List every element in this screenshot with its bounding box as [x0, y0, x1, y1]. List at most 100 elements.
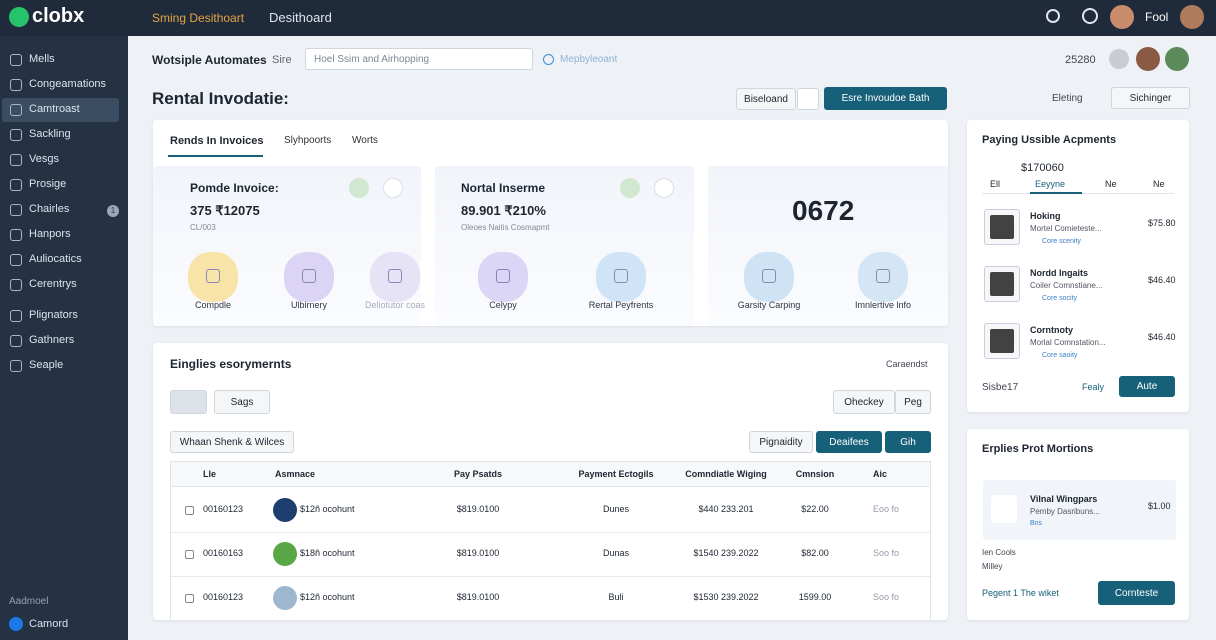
table-button[interactable]: Peg: [895, 390, 931, 414]
sidebar-item[interactable]: Hanpors: [29, 228, 71, 240]
phone-button[interactable]: [797, 88, 819, 110]
tab[interactable]: Sming Desithoart: [152, 11, 245, 25]
sidebar-icon: [10, 204, 22, 216]
sidebar-icon: [10, 229, 22, 241]
link-icon: [543, 54, 554, 65]
payment-desc: Coiler Comnstiane...: [1030, 281, 1103, 290]
summary-tab[interactable]: Slyhpoorts: [284, 135, 332, 146]
row-checkbox[interactable]: [185, 550, 194, 559]
search-placeholder: Hoel Ssim and Airhopping: [314, 54, 430, 65]
table-action[interactable]: Gih: [885, 431, 931, 453]
payments-tab[interactable]: Eeyyne: [1035, 179, 1066, 189]
panel-item: Compdle: [194, 300, 232, 310]
primary-button[interactable]: Esre Invoudoe Bath: [824, 87, 947, 110]
status-icon[interactable]: [1082, 8, 1098, 24]
sidebar-icon: [10, 310, 22, 322]
sidebar-icon: [10, 104, 22, 116]
table-cell: Soo fo: [873, 592, 900, 602]
table-cell: $12ñ ocohunt: [300, 504, 355, 514]
table-header-cell: Lle: [203, 469, 217, 479]
table-cell: 00160163: [203, 548, 244, 558]
sidebar-account[interactable]: Camord: [29, 618, 69, 630]
table-button[interactable]: Sags: [214, 390, 270, 414]
payment-icon-glyph: [990, 329, 1014, 353]
right-button-label: Sichinger: [1129, 92, 1172, 104]
promotion-name: Vilnal Wingpars: [1030, 494, 1098, 504]
panel-item: Imnlertive lnfo: [854, 300, 912, 310]
sidebar-icon: [10, 254, 22, 266]
sidebar-item[interactable]: Congeamations: [29, 78, 107, 90]
summary-tab[interactable]: Rends In Invoices: [170, 135, 264, 147]
panel-blob: [188, 252, 238, 302]
panel-item: Celypy: [489, 300, 517, 310]
sidebar-item[interactable]: Vesgs: [29, 153, 59, 165]
payments-tab[interactable]: Ne: [1105, 179, 1117, 189]
sidebar-item[interactable]: Chairles: [29, 203, 70, 215]
sidebar-item[interactable]: Gathners: [29, 334, 75, 346]
table-cell: $819.0100: [456, 548, 500, 558]
promotions-title: Erplies Prot Mortions: [982, 443, 1094, 455]
row-checkbox[interactable]: [185, 506, 194, 515]
table: [170, 461, 931, 620]
panel-item: Rertal Peyfrents: [588, 300, 654, 310]
payments-tab[interactable]: Ne: [1153, 179, 1165, 189]
payments-tab[interactable]: Ell: [990, 179, 1001, 189]
avatar: [1165, 47, 1189, 71]
filter-button[interactable]: Whaan Shenk & Wilces: [170, 431, 294, 453]
payments-link[interactable]: Fealy: [1082, 382, 1105, 392]
promotions-button[interactable]: Cornteste: [1098, 581, 1175, 605]
sidebar-item[interactable]: Plignators: [29, 309, 78, 321]
panel-icon: [620, 178, 640, 198]
table-cell: $82.00: [801, 548, 829, 558]
payment-amount: $75.80: [1148, 218, 1176, 228]
table-cell: $1540 239.2022: [693, 548, 759, 558]
sidebar-item[interactable]: Auliocatics: [29, 253, 82, 265]
panel-blob: [596, 252, 646, 302]
table-header-cell: Comndiatle Wiging: [685, 469, 767, 479]
filter-button-label: Whaan Shenk & Wilces: [179, 436, 285, 448]
avatar: [1109, 49, 1129, 69]
search-icon[interactable]: [1046, 9, 1060, 23]
avatar: [1110, 5, 1134, 29]
payment-amount: $46.40: [1148, 275, 1176, 285]
row-avatar: [273, 586, 297, 610]
panel-sub: CL/003: [190, 223, 216, 232]
table-button[interactable]: Oheckey: [833, 390, 895, 414]
table-cell: Buli: [608, 592, 624, 602]
sidebar-item[interactable]: Seaple: [29, 359, 64, 371]
sidebar-item[interactable]: Camtroast: [29, 103, 80, 115]
sidebar-footer-label: Aadmoel: [9, 596, 49, 607]
table-action[interactable]: Deaifees: [816, 431, 882, 453]
table-action[interactable]: Pignaidity: [749, 431, 813, 453]
sidebar-item[interactable]: Prosige: [29, 178, 67, 190]
row-checkbox[interactable]: [185, 594, 194, 603]
user-name: Fool: [1145, 10, 1169, 24]
view-button[interactable]: [170, 390, 207, 414]
sidebar-badge: 1: [107, 205, 119, 217]
filter-label[interactable]: Eleting: [1052, 93, 1083, 104]
promotions-footer[interactable]: Pegent 1 The wiket: [982, 588, 1059, 598]
secondary-button-label: Biseloand: [744, 93, 788, 105]
sidebar-item[interactable]: Cerentrys: [29, 278, 77, 290]
table-cell: $18ñ ocohunt: [300, 548, 355, 558]
search-input[interactable]: Hoel Ssim and Airhopping: [305, 48, 533, 70]
logo-icon: [9, 7, 29, 27]
summary-tab[interactable]: Worts: [352, 135, 378, 146]
payment-name: Hoking: [1030, 211, 1061, 221]
sidebar-icon: [10, 279, 22, 291]
secondary-button[interactable]: Biseloand: [736, 88, 796, 110]
panel-blob-icon: [876, 269, 890, 283]
table-link[interactable]: Caraendst: [886, 359, 928, 369]
tab[interactable]: Desithoard: [269, 10, 332, 25]
promotion-tag: Bns: [1030, 520, 1043, 527]
sidebar-item[interactable]: Mells: [29, 53, 55, 65]
payment-name: Corntnoty: [1030, 325, 1073, 335]
panel-title: Pomde Invoice:: [190, 181, 279, 195]
payments-button[interactable]: Aute: [1119, 376, 1175, 397]
sidebar-item[interactable]: Sackling: [29, 128, 71, 140]
panel-item: Deliotutor coas: [364, 300, 426, 310]
table-header-cell: Cmnsion: [795, 469, 835, 479]
right-button[interactable]: Sichinger: [1111, 87, 1190, 109]
toolbar-link[interactable]: Mepbyleoant: [560, 54, 618, 65]
promotion-note: Ien Cools: [982, 548, 1016, 557]
